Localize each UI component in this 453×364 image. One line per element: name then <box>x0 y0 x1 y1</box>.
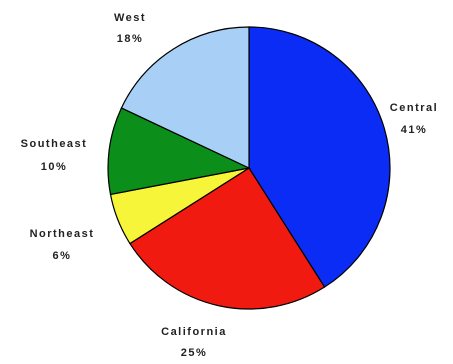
slice-label-southeast: Southeast <box>21 138 88 150</box>
slice-label-west: West <box>114 12 146 24</box>
slice-value-northeast: 6% <box>53 250 72 262</box>
pie-slice-west <box>120 26 250 169</box>
pie-slice-southeast <box>107 107 251 196</box>
slice-label-northeast: Northeast <box>30 228 95 240</box>
slice-value-california: 25% <box>181 347 208 359</box>
slice-label-central: Central <box>390 102 438 114</box>
pie-slices <box>107 26 391 310</box>
slice-label-california: California <box>161 326 227 338</box>
slice-value-southeast: 10% <box>41 161 68 173</box>
pie-slice-california <box>129 167 326 310</box>
slice-value-west: 18% <box>117 33 144 45</box>
slice-value-central: 41% <box>401 124 428 136</box>
pie-slice-central <box>248 26 391 288</box>
pie-labels: West 18% Central 41% Southeast 10% North… <box>21 12 438 359</box>
